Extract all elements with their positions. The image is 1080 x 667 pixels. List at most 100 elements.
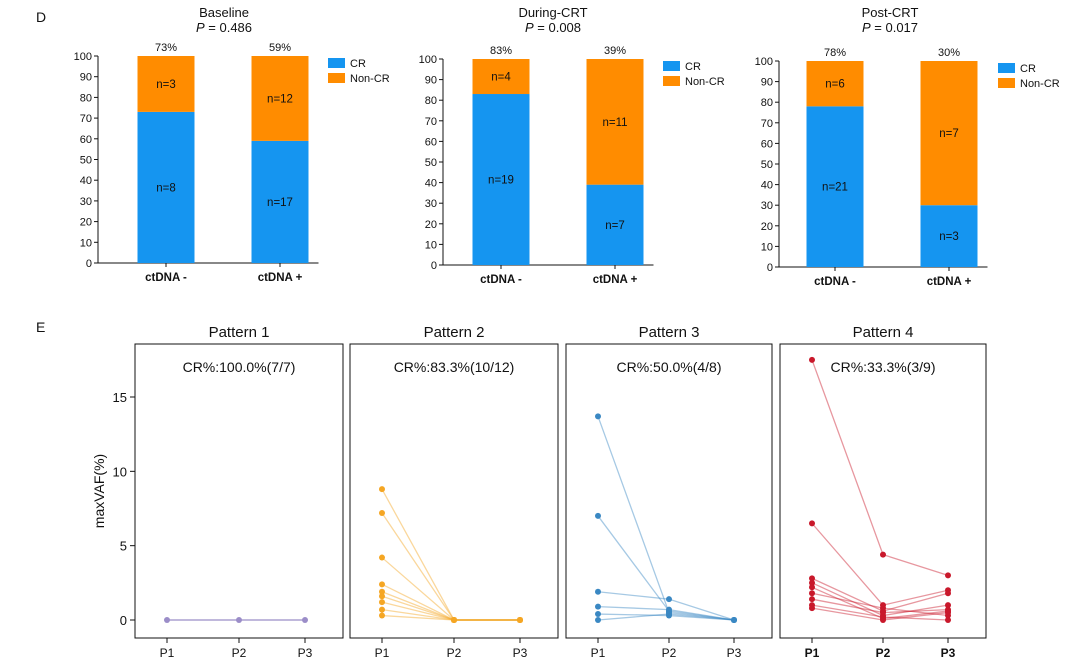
y-tick-label: 20 [425,219,437,231]
bar-label-cr: n=21 [822,182,848,194]
x-category-label: ctDNA + [258,272,303,284]
data-point [379,554,385,561]
y-tick-label: 70 [761,118,773,130]
data-point [809,356,815,363]
x-tick-label: P2 [876,646,891,660]
y-tick-label: 60 [80,134,92,146]
bar-cr [586,184,644,265]
bar-noncr [806,61,864,107]
data-point [945,590,951,597]
bar-label-noncr: n=6 [825,79,845,91]
x-tick-label: P1 [805,646,820,660]
legend-label-noncr: Non-CR [1020,78,1060,90]
data-point [164,617,170,623]
bar-label-cr: n=3 [939,231,959,243]
legend-swatch-noncr [998,78,1015,88]
bar-noncr [251,56,309,141]
bar-noncr [137,56,195,112]
p-value: = 0.008 [534,20,581,35]
y-tick-label: 90 [761,77,773,89]
x-tick-label: P2 [662,646,677,660]
data-point [809,584,815,591]
y-tick-label: 40 [761,180,773,192]
y-tick-label: 80 [761,97,773,109]
bar-top-percent: 59% [269,42,291,54]
data-point [666,596,672,603]
cr-annotation: CR%:100.0%(7/7) [183,359,296,375]
bar-top-percent: 39% [604,45,626,57]
y-tick-label: 100 [755,56,773,68]
p-value: = 0.486 [205,20,252,35]
data-point [595,512,601,519]
x-category-label: ctDNA - [145,272,187,284]
x-tick-label: P1 [160,646,175,660]
y-tick-label: 10 [761,241,773,253]
bar-top-percent: 30% [938,47,960,59]
panel-letter-e: E [36,319,45,335]
data-point [379,509,385,516]
y-tick-label: 10 [113,464,127,479]
bar-label-cr: n=17 [267,197,293,209]
y-tick-label: 40 [425,178,437,190]
data-point [809,579,815,586]
y-axis-label: maxVAF(%) [91,454,107,528]
bar-label-noncr: n=3 [156,79,176,91]
y-tick-label: 100 [74,51,92,63]
y-tick-label: 0 [86,258,92,270]
y-tick-label: 100 [419,54,437,66]
bar-cr [251,140,309,263]
bar-label-noncr: n=12 [267,93,293,105]
y-tick-label: 70 [80,113,92,125]
bar-cr [806,106,864,267]
pattern-chart-1: Pattern 1 CR%:100.0%(7/7) 0 5 10 15 maxVAF(%) P… [91,324,344,660]
data-point [595,588,601,595]
y-tick-label: 0 [767,262,773,274]
chart-title: During-CRT [518,5,587,20]
y-tick-label: 0 [431,260,437,272]
bar-cr [137,111,195,263]
legend-label-noncr: Non-CR [350,73,390,85]
data-point [809,575,815,582]
pattern-title: Pattern 1 [209,324,270,341]
data-point [379,599,385,606]
y-tick-label: 10 [80,237,92,249]
cr-annotation: CR%:50.0%(4/8) [616,359,721,375]
data-point [880,609,886,616]
series-line [381,557,520,621]
data-point [880,605,886,612]
legend-swatch-cr [663,61,680,71]
bar-label-cr: n=8 [156,182,176,194]
y-tick-label: 10 [425,239,437,251]
y-tick-label: 80 [425,95,437,107]
x-tick-label: P3 [513,646,528,660]
p-value-label: P = 0.017 [862,20,918,35]
series-line [597,416,735,621]
x-tick-label: P2 [447,646,462,660]
y-tick-label: 90 [80,72,92,84]
data-point [379,612,385,619]
pattern-title: Pattern 2 [424,324,485,341]
bar-label-cr: n=7 [605,220,625,232]
x-tick-label: P3 [727,646,742,660]
data-point [595,603,601,610]
data-point [809,605,815,612]
y-tick-label: 60 [425,136,437,148]
x-category-label: ctDNA + [593,274,638,286]
pattern-chart-3: Pattern 3 CR%:50.0%(4/8) P1 P2 P3 [565,324,773,660]
data-point [880,617,886,623]
y-tick-label: 20 [80,217,92,229]
y-tick-label: 90 [425,75,437,87]
y-tick-label: 60 [761,138,773,150]
y-tick-label: 20 [761,221,773,233]
p-symbol: P [862,20,871,35]
pattern-line-charts: Pattern 1 CR%:100.0%(7/7) 0 5 10 15 maxVAF(%) P… [91,324,987,660]
data-point [945,617,951,623]
x-tick-label: P3 [941,646,956,660]
data-point [945,572,951,579]
y-tick-label: 50 [761,159,773,171]
legend-swatch-cr [328,58,345,68]
data-point [809,590,815,597]
data-point [945,602,951,609]
p-symbol: P [525,20,534,35]
